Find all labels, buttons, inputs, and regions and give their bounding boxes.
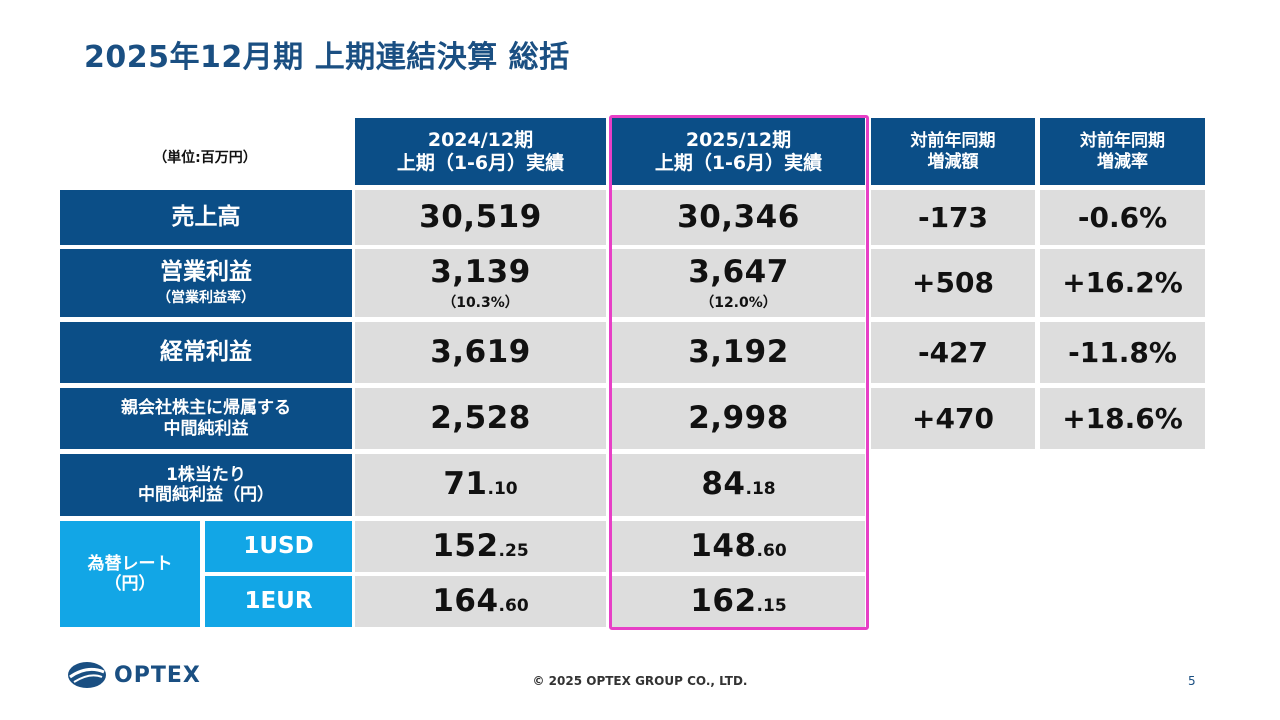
operating-income-yoy-rate: +16.2% (1040, 249, 1205, 317)
page-number: 5 (1188, 674, 1196, 688)
net-sales-curr: 30,346 (612, 190, 865, 245)
operating-income-label: 営業利益 (160, 258, 252, 285)
optex-logo-icon (68, 662, 106, 688)
header-curr-year-line1: 2025/12期 (685, 128, 792, 151)
slide-title: 2025年12月期 上期連結決算 総括 (84, 40, 570, 75)
operating-income-prev: 3,139 (430, 254, 531, 290)
header-curr-year-line2: 上期（1-6月）実績 (654, 151, 823, 174)
eps-prev-int: 71 (443, 466, 488, 503)
optex-logo-text: OPTEX (114, 662, 201, 688)
ordinary-income-curr: 3,192 (612, 322, 865, 383)
net-income-label-line1: 親会社株主に帰属する (121, 398, 291, 419)
net-income-prev: 2,528 (355, 388, 606, 449)
operating-margin-curr: （12.0%） (700, 295, 777, 312)
copyright: © 2025 OPTEX GROUP CO., LTD. (532, 674, 748, 688)
fx-usd-prev-dec: .25 (498, 540, 529, 561)
net-income-yoy-amount: +470 (871, 388, 1035, 449)
fx-usd-prev-int: 152 (432, 527, 499, 564)
eps-curr-dec: .18 (745, 479, 776, 500)
operating-income-curr-cell: 3,647 （12.0%） (612, 249, 865, 317)
eps-label-line2: 中間純利益（円） (138, 485, 274, 505)
ordinary-income-yoy-rate: -11.8% (1040, 322, 1205, 383)
fx-eur-prev-int: 164 (432, 582, 499, 619)
operating-income-prev-cell: 3,139 （10.3%） (355, 249, 606, 317)
fx-eur-prev: 164.60 (355, 576, 606, 627)
eps-curr: 84.18 (612, 454, 865, 516)
net-sales-prev: 30,519 (355, 190, 606, 245)
header-prev-year: 2024/12期 上期（1-6月）実績 (355, 118, 606, 185)
row-label-operating-income: 営業利益 （営業利益率） (60, 249, 352, 317)
row-label-eps: 1株当たり 中間純利益（円） (60, 454, 352, 516)
header-yoy-amount-line1: 対前年同期 (910, 131, 996, 152)
header-yoy-rate-line1: 対前年同期 (1080, 131, 1165, 152)
header-yoy-amount: 対前年同期 増減額 (871, 118, 1035, 185)
operating-margin-prev: （10.3%） (442, 295, 519, 312)
net-sales-yoy-rate: -0.6% (1040, 190, 1205, 245)
fx-eur-curr-dec: .15 (756, 595, 787, 616)
row-label-net-sales: 売上高 (60, 190, 352, 245)
net-income-label-line2: 中間純利益 (163, 418, 249, 439)
net-income-curr: 2,998 (612, 388, 865, 449)
fx-label-line2: （円） (104, 574, 156, 594)
fx-label-line1: 為替レート (87, 553, 173, 574)
net-income-yoy-rate: +18.6% (1040, 388, 1205, 449)
unit-note: （単位:百万円） (153, 150, 257, 166)
eps-curr-int: 84 (701, 466, 746, 503)
header-yoy-amount-line2: 増減額 (927, 151, 979, 172)
net-sales-yoy-amount: -173 (871, 190, 1035, 245)
fx-usd-label: 1USD (205, 521, 352, 572)
fx-eur-prev-dec: .60 (498, 595, 529, 616)
header-prev-year-line1: 2024/12期 (427, 128, 534, 151)
fx-usd-curr-int: 148 (690, 527, 757, 564)
ordinary-income-yoy-amount: -427 (871, 322, 1035, 383)
fx-usd-curr-dec: .60 (756, 540, 787, 561)
header-curr-year: 2025/12期 上期（1-6月）実績 (612, 118, 865, 185)
fx-usd-prev: 152.25 (355, 521, 606, 572)
fx-eur-curr: 162.15 (612, 576, 865, 627)
row-label-net-income: 親会社株主に帰属する 中間純利益 (60, 388, 352, 449)
current-year-highlight-frame (609, 115, 869, 630)
fx-usd-curr: 148.60 (612, 521, 865, 572)
eps-label-line1: 1株当たり (166, 464, 246, 485)
optex-logo: OPTEX (66, 660, 201, 690)
operating-income-curr: 3,647 (688, 254, 789, 290)
header-prev-year-line2: 上期（1-6月）実績 (396, 151, 565, 174)
eps-prev-dec: .10 (487, 479, 518, 500)
row-label-ordinary-income: 経常利益 (60, 322, 352, 383)
header-yoy-rate-line2: 増減率 (1097, 151, 1148, 172)
eps-prev: 71.10 (355, 454, 606, 516)
operating-income-sublabel: （営業利益率） (157, 290, 255, 307)
ordinary-income-prev: 3,619 (355, 322, 606, 383)
fx-eur-label: 1EUR (205, 576, 352, 627)
operating-income-yoy-amount: +508 (871, 249, 1035, 317)
header-yoy-rate: 対前年同期 増減率 (1040, 118, 1205, 185)
fx-eur-curr-int: 162 (690, 582, 757, 619)
row-label-fx: 為替レート （円） (60, 521, 200, 627)
